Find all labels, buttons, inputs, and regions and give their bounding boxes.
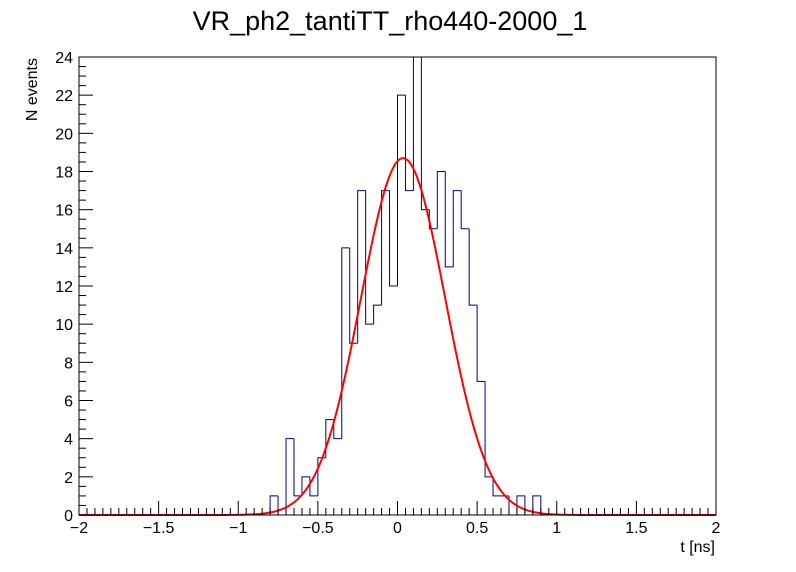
y-tick-label: 8 — [64, 355, 73, 372]
histogram-bin — [341, 247, 350, 439]
histogram-bin — [365, 190, 374, 325]
y-tick-label: 14 — [55, 241, 73, 258]
y-tick-label: 24 — [55, 50, 73, 67]
x-tick-label: −1 — [229, 520, 247, 537]
histogram-bin — [492, 476, 502, 497]
histogram-bin — [476, 305, 486, 382]
y-tick-label: 0 — [64, 508, 73, 525]
y-axis-ticks — [79, 56, 93, 516]
histogram-bin — [397, 94, 406, 286]
x-tick-label: 1.5 — [625, 520, 647, 537]
y-tick-label: 12 — [55, 279, 73, 296]
x-tick-label: −2 — [70, 520, 88, 537]
x-axis-ticks — [78, 501, 717, 515]
chart-title: VR_ph2_tantiTT_rho440-2000_1 — [193, 6, 588, 36]
histogram-bin — [381, 190, 390, 306]
histogram-bin — [301, 476, 310, 496]
histogram-bin — [389, 190, 398, 287]
y-tick-label: 2 — [64, 470, 73, 487]
histogram-bin — [428, 209, 438, 230]
x-tick-label: 2 — [712, 520, 721, 537]
histogram-bin — [293, 438, 302, 497]
histogram-bin — [357, 190, 366, 344]
y-tick-label: 10 — [55, 317, 73, 334]
x-tick-label: −1.5 — [143, 520, 175, 537]
x-tick-label: 1 — [552, 520, 561, 537]
histogram-bin — [452, 190, 462, 267]
histogram-bin — [404, 95, 414, 192]
x-tick-label: 0.5 — [466, 520, 488, 537]
x-axis-label: t [ns] — [680, 539, 715, 556]
y-axis-label: N events — [24, 58, 41, 121]
histogram-bin — [333, 419, 342, 440]
x-axis-tick-labels: −2 −1.5 −1 −0.5 0 0.5 1 1.5 2 — [70, 520, 721, 537]
y-tick-label: 16 — [55, 203, 73, 220]
x-tick-label: −0.5 — [302, 520, 334, 537]
histogram-bin — [285, 438, 294, 515]
histogram-bin — [444, 171, 454, 268]
histogram-bin — [468, 228, 478, 306]
x-tick-label: 0 — [393, 520, 402, 537]
y-tick-label: 20 — [55, 126, 73, 143]
y-tick-label: 6 — [64, 394, 73, 411]
histogram-bin — [484, 381, 494, 478]
histogram-bin — [349, 247, 358, 344]
y-tick-label: 22 — [55, 88, 73, 105]
y-tick-label: 18 — [55, 165, 73, 182]
histogram-bin — [436, 171, 446, 229]
y-tick-label: 4 — [64, 432, 73, 449]
histogram-bin — [460, 190, 470, 230]
histogram-bin — [373, 304, 382, 325]
